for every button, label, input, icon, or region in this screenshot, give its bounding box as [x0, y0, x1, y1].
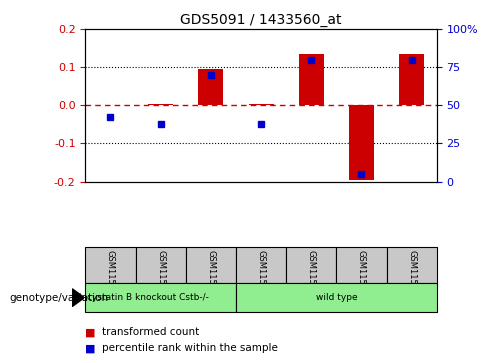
Text: percentile rank within the sample: percentile rank within the sample [102, 343, 278, 354]
Text: wild type: wild type [316, 293, 357, 302]
Bar [399, 54, 424, 105]
Text: genotype/variation: genotype/variation [10, 293, 109, 303]
Bar [386, 247, 437, 283]
Text: GSM1151367: GSM1151367 [206, 250, 215, 306]
Text: GSM1151369: GSM1151369 [307, 250, 316, 306]
Bar [286, 247, 336, 283]
Bar [236, 283, 437, 312]
Text: GSM1151370: GSM1151370 [357, 250, 366, 306]
Title: GDS5091 / 1433560_at: GDS5091 / 1433560_at [181, 13, 342, 26]
Bar [336, 247, 386, 283]
Text: transformed count: transformed count [102, 327, 200, 337]
Text: GSM1151365: GSM1151365 [106, 250, 115, 306]
Bar [248, 104, 274, 105]
Bar [236, 247, 286, 283]
Bar [186, 247, 236, 283]
Bar [85, 247, 136, 283]
Bar [349, 105, 374, 180]
Text: ■: ■ [85, 327, 96, 337]
Bar [198, 69, 224, 105]
Bar [85, 283, 236, 312]
Bar [148, 104, 173, 105]
Text: GSM1151368: GSM1151368 [257, 250, 265, 306]
Text: ■: ■ [85, 343, 96, 354]
Text: GSM1151366: GSM1151366 [156, 250, 165, 306]
Polygon shape [72, 289, 84, 306]
Bar [299, 54, 324, 105]
Text: cystatin B knockout Cstb-/-: cystatin B knockout Cstb-/- [87, 293, 209, 302]
Bar [136, 247, 186, 283]
Text: GSM1151371: GSM1151371 [407, 250, 416, 306]
